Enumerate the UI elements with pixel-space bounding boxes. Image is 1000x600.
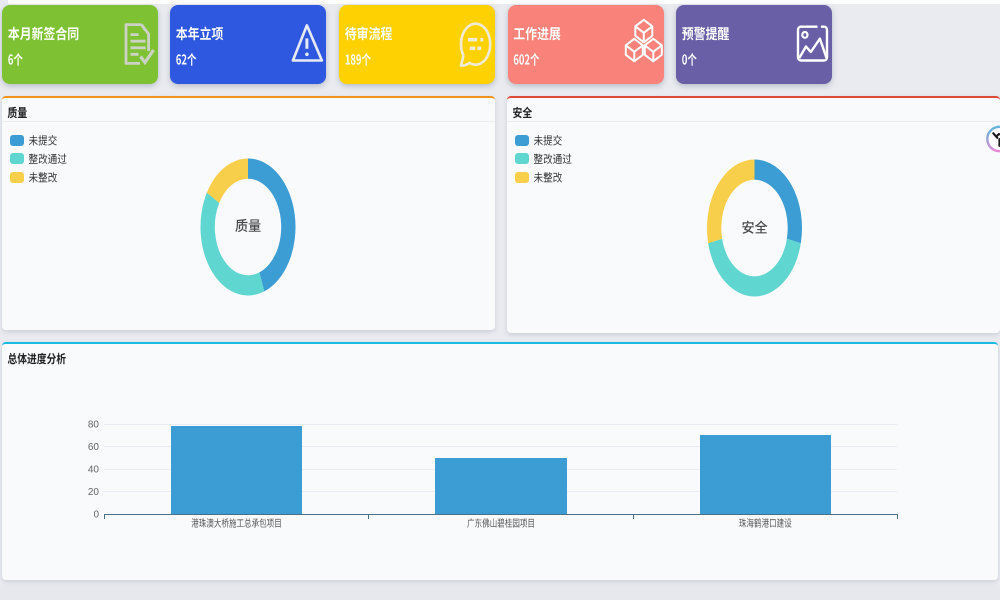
svg-text:60: 60 [88,442,100,453]
svg-text:20: 20 [88,487,100,498]
svg-text:80: 80 [88,420,100,431]
svg-text:0: 0 [93,510,99,521]
svg-text:40: 40 [88,465,100,476]
